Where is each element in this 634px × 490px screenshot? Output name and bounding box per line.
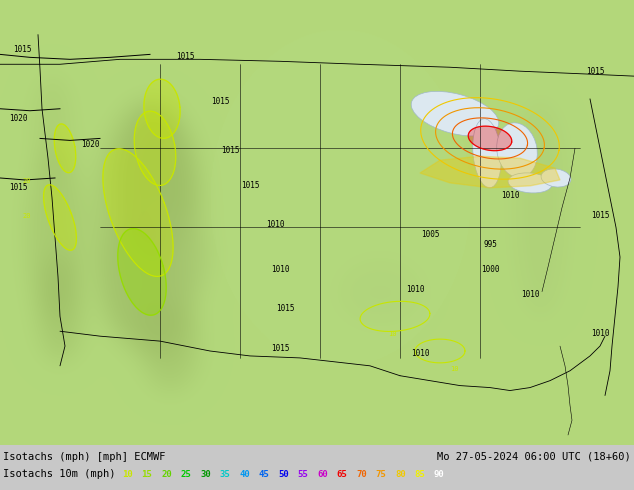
- Text: 25: 25: [181, 470, 191, 480]
- Text: 15: 15: [141, 470, 152, 480]
- Polygon shape: [118, 228, 166, 315]
- Text: 1005: 1005: [421, 230, 439, 239]
- Text: 1015: 1015: [210, 97, 230, 106]
- Text: Isotachs (mph) [mph] ECMWF: Isotachs (mph) [mph] ECMWF: [3, 452, 165, 462]
- Text: 1010: 1010: [406, 285, 424, 294]
- Text: 1010: 1010: [271, 265, 289, 274]
- Text: Mo 27-05-2024 06:00 UTC (18+60): Mo 27-05-2024 06:00 UTC (18+60): [437, 452, 631, 462]
- Text: 1015: 1015: [586, 67, 604, 76]
- Text: 60: 60: [317, 470, 328, 480]
- Text: 10: 10: [450, 366, 458, 372]
- Polygon shape: [55, 124, 75, 172]
- Text: 1000: 1000: [481, 265, 499, 274]
- Text: 50: 50: [278, 470, 288, 480]
- Text: 40: 40: [239, 470, 250, 480]
- Text: 20: 20: [22, 213, 30, 219]
- Text: 45: 45: [259, 470, 269, 480]
- Text: 10: 10: [122, 470, 133, 480]
- Text: 1015: 1015: [9, 183, 27, 193]
- Text: 1015: 1015: [176, 52, 194, 61]
- Polygon shape: [144, 79, 180, 138]
- Ellipse shape: [473, 119, 501, 188]
- Polygon shape: [103, 148, 173, 276]
- Text: 65: 65: [337, 470, 347, 480]
- Text: 1010: 1010: [501, 191, 519, 200]
- Text: 1010: 1010: [411, 349, 429, 358]
- Text: 1010: 1010: [521, 290, 540, 298]
- Polygon shape: [44, 185, 77, 250]
- Text: 20: 20: [161, 470, 172, 480]
- Text: 30: 30: [200, 470, 210, 480]
- Text: 1015: 1015: [276, 304, 294, 314]
- Polygon shape: [469, 126, 512, 151]
- Text: 35: 35: [219, 470, 230, 480]
- Text: 1015: 1015: [13, 45, 31, 54]
- Text: 1010: 1010: [591, 329, 609, 338]
- Polygon shape: [134, 111, 176, 185]
- Ellipse shape: [508, 173, 552, 193]
- Text: 20: 20: [22, 178, 30, 184]
- Text: 70: 70: [356, 470, 366, 480]
- Text: 85: 85: [415, 470, 425, 480]
- Ellipse shape: [496, 123, 537, 178]
- Text: 80: 80: [395, 470, 406, 480]
- Text: 1020: 1020: [81, 140, 100, 149]
- Text: 1020: 1020: [9, 114, 27, 123]
- Text: 1015: 1015: [241, 181, 259, 190]
- Text: 1015: 1015: [271, 344, 289, 353]
- Ellipse shape: [411, 92, 499, 136]
- Text: 1015: 1015: [591, 211, 609, 220]
- Ellipse shape: [541, 169, 571, 187]
- Text: 1015: 1015: [221, 146, 239, 155]
- Text: 10: 10: [388, 331, 396, 337]
- Text: 90: 90: [434, 470, 444, 480]
- Text: Isotachs 10m (mph): Isotachs 10m (mph): [3, 469, 115, 479]
- Text: 55: 55: [297, 470, 308, 480]
- Text: 75: 75: [375, 470, 386, 480]
- Text: 1010: 1010: [266, 220, 284, 229]
- Polygon shape: [420, 156, 560, 188]
- Text: 995: 995: [483, 240, 497, 249]
